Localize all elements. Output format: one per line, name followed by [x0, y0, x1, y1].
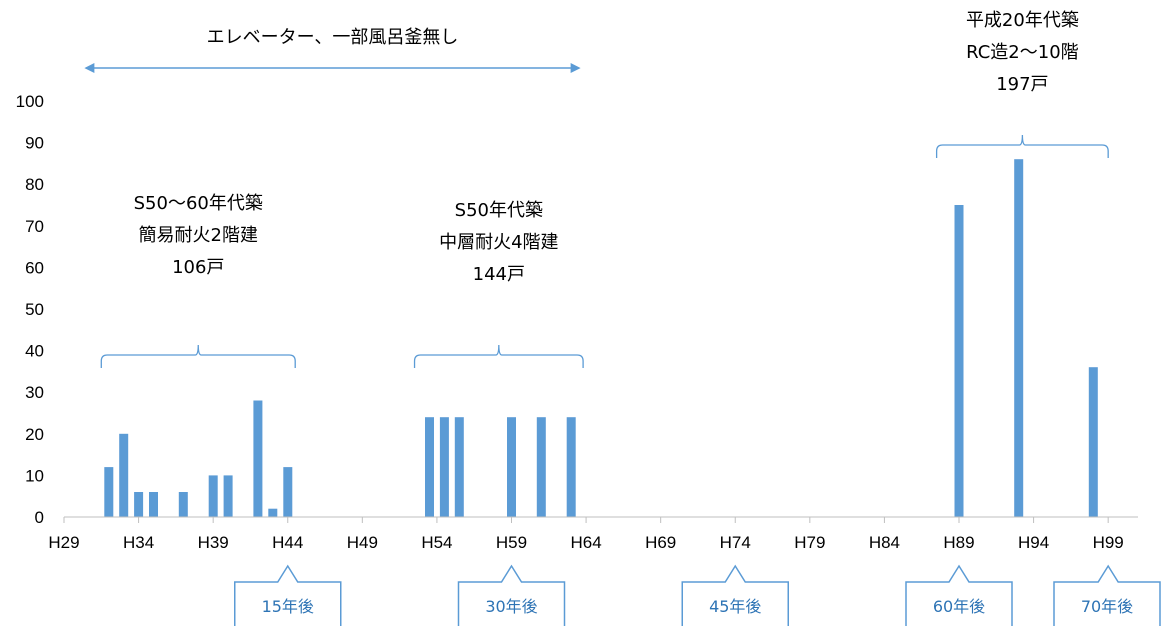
callout-box — [905, 564, 1013, 626]
bar-series — [104, 159, 1098, 517]
x-tick-label: H79 — [794, 533, 825, 552]
bar — [536, 417, 546, 517]
callout-label: 70年後 — [1081, 597, 1133, 616]
callout-label: 45年後 — [709, 597, 761, 616]
bar — [208, 475, 218, 517]
y-tick-label: 90 — [25, 134, 44, 153]
bar — [178, 492, 188, 517]
group-label-line: 簡易耐火2階建 — [139, 225, 258, 246]
x-tick-label: H29 — [48, 533, 79, 552]
y-tick-label: 10 — [25, 466, 44, 485]
callout-label: 60年後 — [933, 597, 985, 616]
group-label-line: S50年代築 — [455, 200, 543, 221]
group-label-line: 中層耐火4階建 — [439, 232, 558, 253]
y-tick-label: 100 — [16, 92, 44, 111]
bar — [507, 417, 516, 517]
x-tick-label: H49 — [347, 533, 378, 552]
x-tick-label: H39 — [198, 533, 229, 552]
callout-label: 15年後 — [262, 597, 314, 616]
x-tick-label: H99 — [1093, 533, 1124, 552]
bar — [566, 417, 576, 517]
group-label-line: 197戸 — [996, 74, 1048, 95]
group-label-line: RC造2～10階 — [966, 42, 1079, 63]
bar — [1014, 159, 1024, 517]
bar — [425, 417, 434, 517]
y-tick-label: 80 — [25, 175, 44, 194]
callout-box — [234, 564, 342, 626]
x-tick-label: H74 — [720, 533, 751, 552]
bar — [283, 467, 293, 517]
x-axis: H29 H34 H39 H44 H49 H54 H59 H64 H69 H74 H79 H84 H89 H… — [48, 516, 1138, 552]
callout-box — [1053, 564, 1161, 626]
group-brace — [413, 344, 584, 368]
callout-box — [681, 564, 789, 626]
bar — [134, 492, 144, 517]
group-brace — [100, 344, 296, 368]
group-brace — [935, 134, 1109, 158]
group-label-line: S50～60年代築 — [134, 193, 263, 214]
x-tick-label: H94 — [1018, 533, 1049, 552]
y-tick-label: 40 — [25, 342, 44, 361]
bar — [1088, 367, 1098, 517]
y-tick-label: 30 — [25, 383, 44, 402]
callout-box — [457, 564, 566, 626]
x-tick-label: H59 — [496, 533, 527, 552]
group-label-line: 106戸 — [172, 257, 224, 278]
y-axis-labels: 0 10 20 30 40 50 60 70 80 90 100 — [16, 92, 44, 527]
x-tick-label: H34 — [123, 533, 154, 552]
y-tick-label: 50 — [25, 300, 44, 319]
x-tick-label: H89 — [943, 533, 974, 552]
bar — [119, 433, 129, 517]
callout-boxes: 15年後 30年後 45年後 60年後 70年後 — [234, 564, 1161, 626]
x-tick-label: H64 — [570, 533, 601, 552]
bar — [253, 400, 263, 517]
x-tick-label: H44 — [272, 533, 303, 552]
x-tick-label: H69 — [645, 533, 676, 552]
group-label-line: 平成20年代築 — [966, 10, 1079, 31]
bar — [954, 205, 964, 517]
bar — [268, 508, 278, 517]
x-tick-label: H84 — [869, 533, 900, 552]
y-tick-label: 0 — [35, 508, 44, 527]
bar — [454, 417, 464, 517]
bar — [149, 492, 158, 517]
bar — [104, 467, 114, 517]
x-tick-label: H54 — [421, 533, 452, 552]
arrow-label: エレベーター、一部風呂釜無し — [207, 27, 459, 48]
y-tick-label: 20 — [25, 425, 44, 444]
y-tick-label: 70 — [25, 217, 44, 236]
y-tick-label: 60 — [25, 258, 44, 277]
bar — [439, 417, 449, 517]
callout-label: 30年後 — [485, 597, 537, 616]
group-label-line: 144戸 — [473, 264, 525, 285]
bar — [223, 475, 233, 517]
